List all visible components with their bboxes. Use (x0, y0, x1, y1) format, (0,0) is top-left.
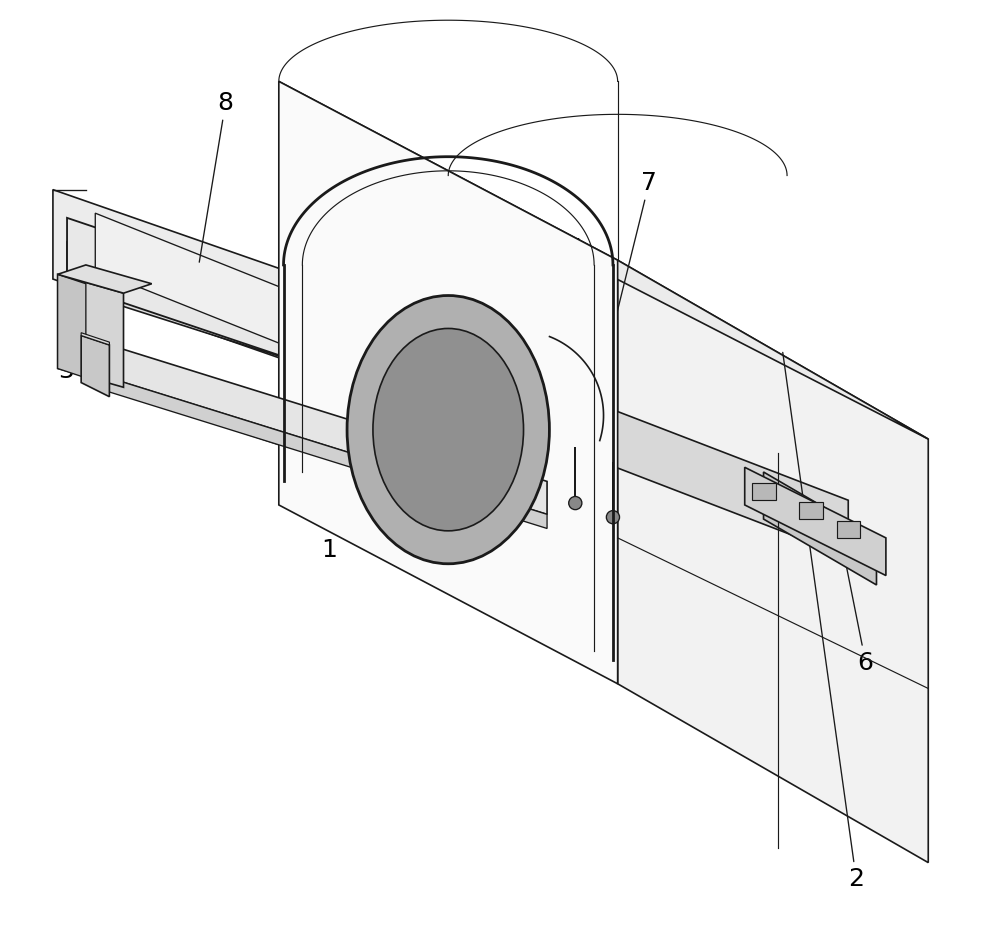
PathPatch shape (124, 368, 500, 517)
PathPatch shape (378, 411, 500, 486)
PathPatch shape (67, 218, 500, 430)
PathPatch shape (420, 439, 519, 510)
Text: 8: 8 (199, 91, 234, 262)
PathPatch shape (53, 190, 472, 425)
PathPatch shape (764, 472, 876, 585)
Circle shape (569, 497, 582, 510)
Circle shape (606, 511, 620, 524)
PathPatch shape (81, 335, 109, 396)
Text: 5: 5 (473, 237, 582, 464)
Circle shape (492, 471, 508, 486)
PathPatch shape (279, 81, 618, 683)
PathPatch shape (95, 213, 425, 401)
PathPatch shape (109, 378, 547, 529)
PathPatch shape (481, 359, 848, 557)
Bar (752, 483, 776, 500)
PathPatch shape (105, 359, 519, 524)
Text: 9: 9 (313, 157, 431, 329)
PathPatch shape (618, 261, 928, 863)
PathPatch shape (58, 265, 152, 294)
Text: 7: 7 (576, 171, 657, 479)
Circle shape (417, 437, 432, 452)
Text: 2: 2 (783, 352, 864, 891)
Bar (799, 502, 823, 519)
PathPatch shape (81, 332, 109, 345)
Text: 6: 6 (839, 531, 874, 675)
PathPatch shape (67, 242, 509, 430)
Circle shape (522, 478, 535, 491)
PathPatch shape (279, 81, 928, 439)
Circle shape (380, 412, 395, 427)
Text: 10: 10 (530, 382, 569, 413)
PathPatch shape (58, 275, 86, 378)
Circle shape (484, 464, 497, 477)
Bar (837, 521, 860, 538)
Ellipse shape (373, 329, 524, 531)
Text: 1: 1 (321, 362, 358, 562)
PathPatch shape (58, 275, 124, 387)
PathPatch shape (745, 467, 886, 576)
Text: 3: 3 (58, 305, 94, 383)
Ellipse shape (347, 295, 549, 564)
PathPatch shape (109, 345, 547, 514)
